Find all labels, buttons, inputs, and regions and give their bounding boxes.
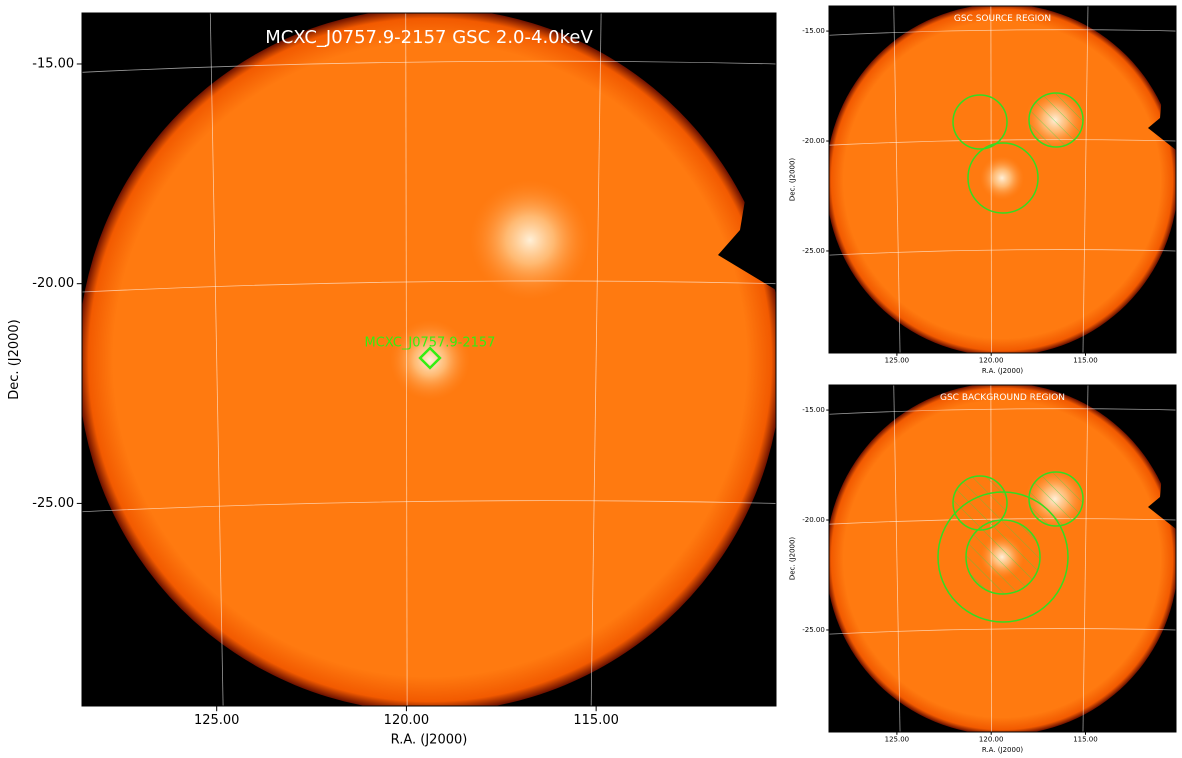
region-hatch xyxy=(1029,472,1083,526)
x-tick-label: 115.00 xyxy=(573,713,619,728)
notch xyxy=(718,200,776,290)
grid-line xyxy=(829,249,1176,256)
x-axis-label: R.A. (J2000) xyxy=(982,746,1024,754)
frame xyxy=(828,5,1177,354)
panel: 125.00 120.00 115.00 -15.00 -20.00 -25.00 GSC … xyxy=(789,5,1177,375)
grid-line xyxy=(1082,6,1089,353)
x-tick-label: 115.00 xyxy=(1073,736,1098,744)
region-hatch xyxy=(1029,93,1083,147)
y-tick-label: -20.00 xyxy=(32,276,74,291)
region xyxy=(967,142,1039,214)
y-axis-label: Dec. (J2000) xyxy=(7,319,22,399)
x-tick-label: 115.00 xyxy=(1073,357,1098,365)
panel-title: GSC BACKGROUND REGION xyxy=(940,393,1065,403)
grid-line xyxy=(829,29,1176,36)
notch xyxy=(1148,469,1176,529)
source-marker xyxy=(418,346,442,370)
region xyxy=(952,94,1008,150)
x-axis-label: R.A. (J2000) xyxy=(982,367,1024,375)
x-tick-label: 120.00 xyxy=(979,357,1004,365)
grid-line xyxy=(590,13,602,706)
emission xyxy=(390,320,470,400)
grid-line xyxy=(829,139,1176,146)
region-hatch xyxy=(953,476,1007,530)
region xyxy=(937,491,1069,623)
y-tick-label: -25.00 xyxy=(802,247,825,255)
grid-line xyxy=(893,385,901,732)
panel: 125.00 120.00 115.00 -15.00 -20.00 -25.00 MCXC… xyxy=(7,12,777,747)
region-hatch xyxy=(966,520,1040,594)
y-tick-label: -25.00 xyxy=(802,626,825,634)
region xyxy=(1028,471,1084,527)
image xyxy=(82,13,776,706)
x-tick-label: 125.00 xyxy=(885,357,910,365)
x-tick-label: 120.00 xyxy=(384,713,430,728)
panel: 125.00 120.00 115.00 -15.00 -20.00 -25.00 GSC … xyxy=(789,384,1177,754)
y-tick-label: -15.00 xyxy=(802,406,825,414)
y-tick-label: -15.00 xyxy=(802,27,825,35)
panel-title: GSC SOURCE REGION xyxy=(954,14,1051,24)
grid-line xyxy=(82,60,776,73)
grid-line xyxy=(829,408,1176,415)
grid-line xyxy=(893,6,901,353)
grid-line xyxy=(405,13,408,706)
y-axis-label: Dec. (J2000) xyxy=(789,537,797,581)
grid-line xyxy=(829,628,1176,635)
y-tick-label: -15.00 xyxy=(32,56,74,71)
notch xyxy=(1148,90,1176,150)
panel-title: MCXC_J0757.9-2157 GSC 2.0-4.0keV xyxy=(265,27,593,48)
image xyxy=(829,385,1176,732)
frame xyxy=(81,12,777,707)
grid-line xyxy=(209,13,224,706)
source-label: MCXC_J0757.9-2157 xyxy=(365,336,496,351)
x-axis-label: R.A. (J2000) xyxy=(391,732,468,747)
grid-line xyxy=(1082,385,1089,732)
grid-line xyxy=(82,500,776,513)
emission xyxy=(470,180,590,300)
emission xyxy=(980,156,1024,200)
frame xyxy=(828,384,1177,733)
x-tick-label: 125.00 xyxy=(194,713,240,728)
x-tick-label: 125.00 xyxy=(885,736,910,744)
region xyxy=(1028,92,1084,148)
y-tick-label: -20.00 xyxy=(802,516,825,524)
image xyxy=(829,6,1176,353)
y-tick-label: -20.00 xyxy=(802,137,825,145)
grid-line xyxy=(82,280,776,293)
grid-line xyxy=(990,6,992,353)
region xyxy=(965,519,1041,595)
y-axis-label: Dec. (J2000) xyxy=(789,158,797,202)
x-tick-label: 120.00 xyxy=(979,736,1004,744)
y-tick-label: -25.00 xyxy=(32,496,74,511)
